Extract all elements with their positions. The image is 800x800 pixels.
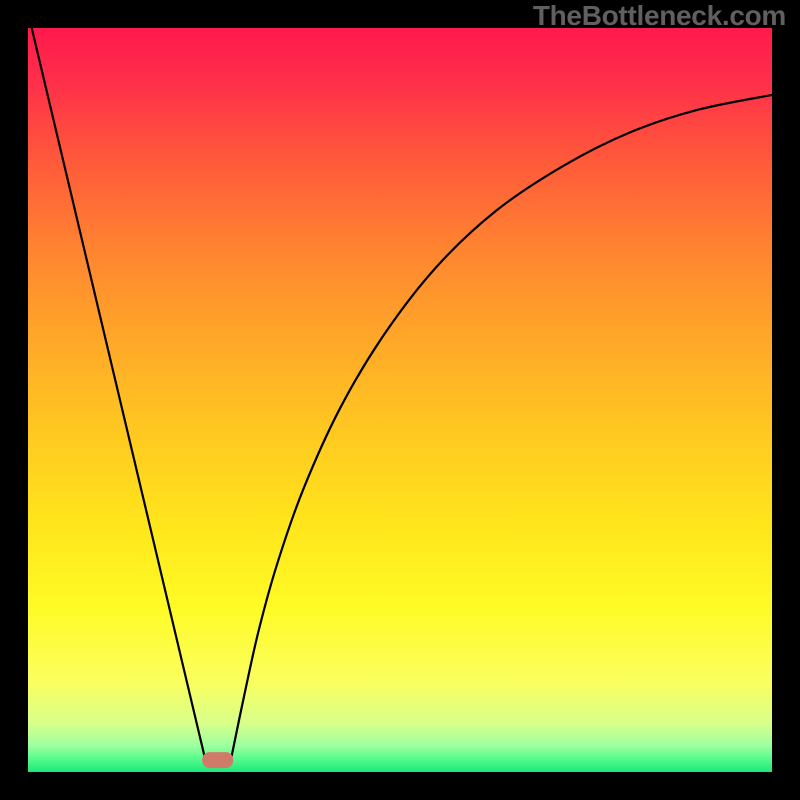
watermark-text: TheBottleneck.com — [533, 0, 786, 32]
root-container: TheBottleneck.com — [0, 0, 800, 800]
chart-svg — [0, 0, 800, 800]
gradient-background — [28, 28, 772, 772]
minimum-marker — [203, 753, 233, 768]
